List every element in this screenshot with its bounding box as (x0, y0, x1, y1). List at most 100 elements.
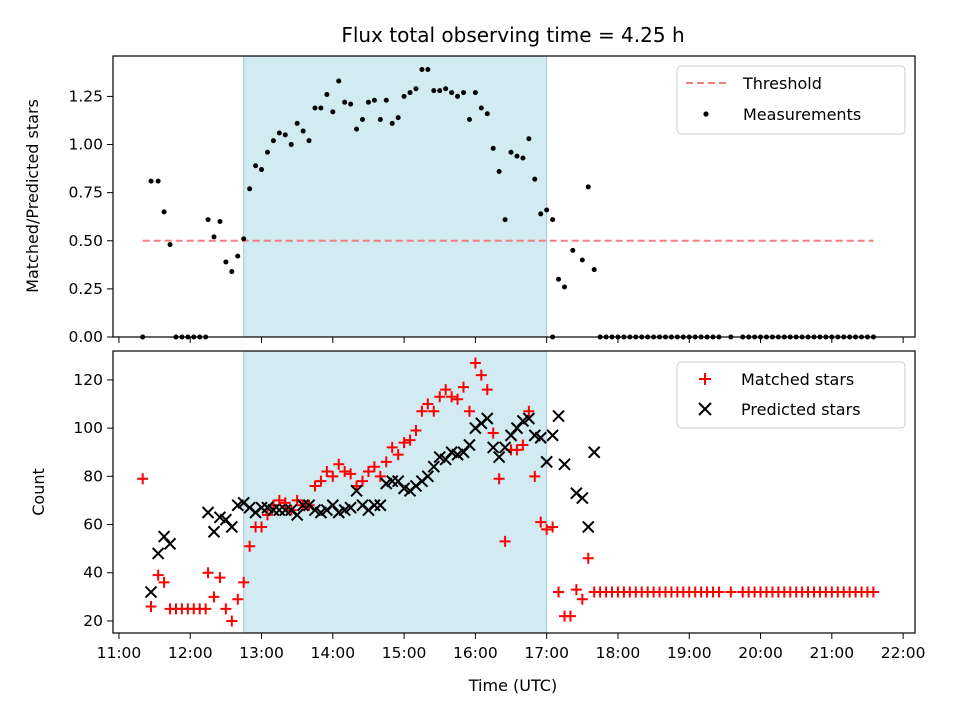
matched-star-point (440, 384, 452, 396)
measurement-point (570, 247, 576, 253)
bottom-ytick-label: 80 (83, 467, 103, 485)
matched-star-point (404, 434, 416, 446)
bottom-xlabel: Time (UTC) (468, 676, 557, 695)
matched-star-point (511, 444, 523, 456)
measurement-point (241, 236, 247, 242)
measurement-point (455, 93, 461, 99)
top-ytick-label: 0.50 (68, 232, 103, 250)
measurement-point (259, 167, 265, 173)
matched-star-point (463, 405, 475, 417)
legend-predicted-label: Predicted stars (741, 400, 861, 419)
matched-star-point (446, 391, 458, 403)
bottom-xtick-label: 11:00 (97, 644, 142, 662)
measurement-point (155, 178, 161, 184)
predicted-star-point (481, 412, 494, 425)
matched-star-point (517, 439, 529, 451)
predicted-star-point (558, 458, 571, 471)
matched-star-point (273, 494, 285, 506)
legend-matched-swatch (699, 373, 711, 385)
measurement-point (579, 257, 585, 263)
measurement-point (318, 105, 324, 111)
matched-star-point (357, 475, 369, 487)
predicted-star-point (534, 431, 547, 444)
matched-star-point (523, 405, 535, 417)
measurement-point (300, 128, 306, 134)
matched-star-point (315, 475, 327, 487)
bottom-xtick-label: 21:00 (809, 644, 854, 662)
matched-star-point (392, 449, 404, 461)
measurement-point (401, 93, 407, 99)
legend-predicted-swatch (698, 402, 712, 416)
matched-star-point (158, 576, 170, 588)
matched-star-point (535, 516, 547, 528)
matched-star-point (452, 393, 464, 405)
measurement-point (264, 149, 270, 155)
matched-star-point (493, 473, 505, 485)
measurement-point (561, 284, 567, 290)
predicted-star-point (427, 460, 441, 473)
matched-star-point (398, 437, 410, 449)
bottom-xtick-label: 20:00 (738, 644, 783, 662)
predicted-star-point (492, 450, 506, 464)
matched-star-point (333, 458, 345, 470)
measurement-point (324, 91, 330, 97)
matched-star-point (867, 586, 879, 598)
predicted-star-point (344, 501, 357, 514)
predicted-star-point (582, 520, 595, 534)
matched-star-point (226, 615, 238, 627)
measurement-point (443, 86, 449, 92)
matched-star-point (547, 521, 559, 533)
predicted-star-point (552, 409, 565, 423)
measurement-point (371, 97, 377, 103)
matched-star-point (499, 535, 511, 547)
measurement-point (538, 211, 544, 217)
matched-star-point (345, 468, 357, 480)
matched-star-point (339, 466, 351, 478)
measurement-point (270, 138, 276, 144)
predicted-star-point (463, 438, 476, 452)
bottom-xtick-label: 19:00 (667, 644, 712, 662)
matched-star-point (553, 586, 565, 598)
bottom-panel: 20 40 60 80 100 120 11:00 12:00 13:00 14:00 15:00 1… (29, 350, 925, 695)
measurement-point (348, 101, 354, 107)
top-panel: 0.00 0.25 0.50 0.75 1.00 1.25 Matched/Predict… (23, 55, 916, 346)
measurement-point (550, 217, 556, 223)
measurement-point (461, 90, 467, 96)
matched-star-point (725, 586, 737, 598)
predicted-star-point (486, 441, 500, 454)
measurement-point (276, 130, 282, 136)
measurement-point (514, 153, 520, 159)
bottom-xtick-label: 14:00 (310, 644, 355, 662)
predicted-star-point (201, 506, 215, 519)
measurement-point (437, 88, 443, 94)
measurement-point (484, 111, 490, 117)
measurement-point (148, 178, 154, 184)
predicted-star-point (546, 429, 559, 442)
bottom-xtick-label: 12:00 (168, 644, 213, 662)
bottom-xtick-label: 13:00 (239, 644, 284, 662)
measurement-point (520, 155, 526, 161)
measurement-point (223, 259, 229, 265)
measurement-point (294, 120, 300, 126)
predicted-star-point (163, 537, 177, 551)
predicted-star-point (374, 499, 387, 512)
matched-star-point (362, 466, 374, 478)
matched-star-point (152, 569, 164, 581)
measurement-point (544, 207, 550, 213)
top-ylabel: Matched/Predicted stars (23, 99, 42, 293)
measurement-point (478, 105, 484, 111)
measurement-point (449, 90, 455, 96)
measurement-point (383, 97, 389, 103)
measurement-point (425, 66, 431, 72)
measurement-point (161, 209, 167, 215)
matched-star-point (208, 591, 220, 603)
measurement-point (360, 117, 366, 123)
matched-star-point (475, 369, 487, 381)
bottom-ylabel: Count (29, 468, 48, 516)
top-ytick-label: 0.75 (68, 184, 103, 202)
predicted-star-point (207, 525, 221, 538)
measurement-point (282, 132, 288, 138)
legend-measurements-label: Measurements (743, 105, 861, 124)
matched-star-point (469, 357, 481, 369)
measurement-point (211, 234, 217, 240)
